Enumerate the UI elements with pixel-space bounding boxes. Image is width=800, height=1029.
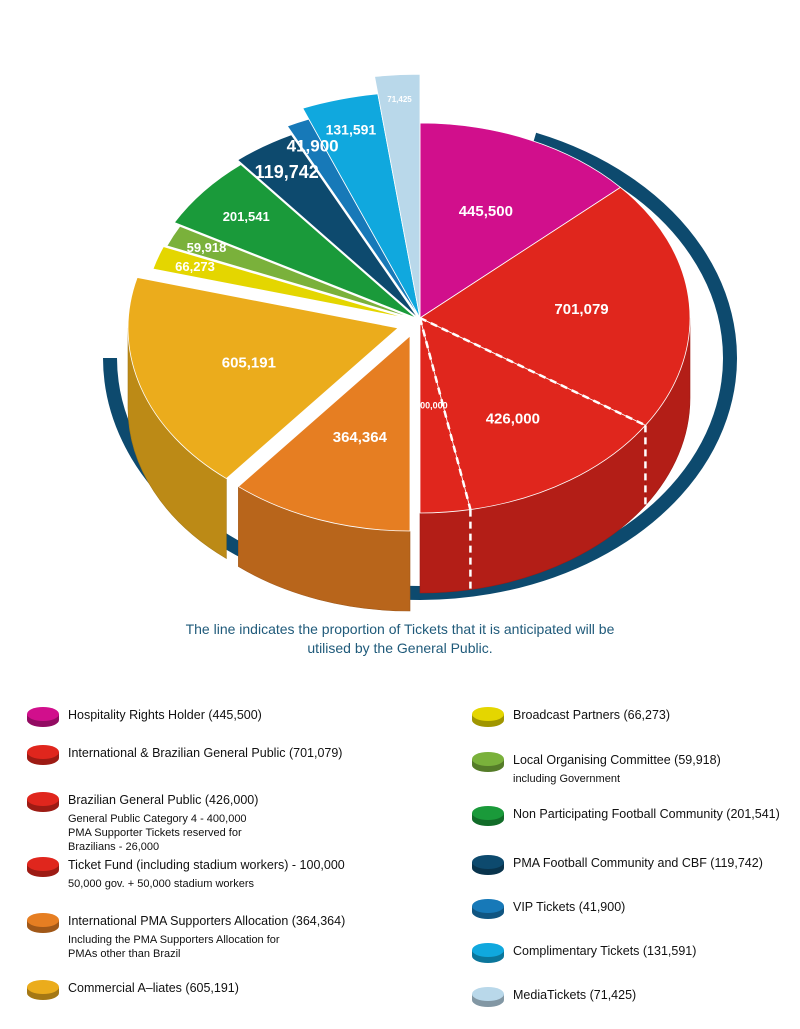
legend-swatch xyxy=(470,750,506,774)
pie-value-label-8: 201,541 xyxy=(223,209,270,224)
pie-slice-international-pma-supporters-allocation xyxy=(237,335,411,532)
legend-swatch xyxy=(25,743,61,767)
pie-value-label-1: 701,079 xyxy=(554,301,608,318)
pie-value-label-10: 41,900 xyxy=(287,137,339,156)
legend-label: Hospitality Rights Holder (445,500) xyxy=(68,708,262,722)
red-dividers xyxy=(418,316,647,590)
legend-label: International & Brazilian General Public… xyxy=(68,746,343,760)
legend-swatch xyxy=(470,705,506,729)
legend-swatch xyxy=(470,853,506,877)
legend-label: Brazilian General Public (426,000) xyxy=(68,793,259,807)
pie-slice-broadcast-partners xyxy=(152,246,407,319)
legend-label: PMA Football Community and CBF (119,742) xyxy=(513,856,763,870)
pie-value-label-4: 364,364 xyxy=(333,429,388,446)
pie-tops xyxy=(127,73,691,532)
divider-line-1 xyxy=(418,317,472,510)
legend-swatch xyxy=(470,985,506,1009)
pie-value-label-2: 426,000 xyxy=(486,411,540,428)
pie-sides xyxy=(127,317,691,612)
pie-slice-local-organising-committee xyxy=(166,225,413,319)
legend-sublabel: Including the PMA Supporters Allocation … xyxy=(68,934,280,960)
legend-label: Ticket Fund (including stadium workers) … xyxy=(68,858,345,872)
legend-label: Local Organising Committee (59,918) xyxy=(513,753,721,767)
legend-swatch xyxy=(25,705,61,729)
legend-swatch xyxy=(25,855,61,879)
legend-swatch xyxy=(25,978,61,1002)
legend-sublabel: including Government xyxy=(513,773,621,785)
pie-side-3 xyxy=(419,509,471,594)
pie-value-label-0: 445,500 xyxy=(459,203,513,220)
pie-slice-brazilian-general-public xyxy=(419,317,647,511)
legend-swatch xyxy=(470,804,506,828)
legend-label: International PMA Supporters Allocation … xyxy=(68,914,346,928)
pie-value-label-6: 66,273 xyxy=(175,259,215,274)
legend-sublabel: General Public Category 4 - 400,000 PMA … xyxy=(68,813,247,853)
legend-label: VIP Tickets (41,900) xyxy=(513,900,626,914)
pie-value-label-12: 71,425 xyxy=(387,95,412,104)
legend-label: Non Participating Football Community (20… xyxy=(513,807,780,821)
pie-value-label-3: 100,000 xyxy=(415,400,448,410)
divider-line-0 xyxy=(419,316,646,427)
legend-label: MediaTickets (71,425) xyxy=(513,988,637,1002)
pie-value-label-11: 131,591 xyxy=(326,122,377,138)
pie-value-label-5: 605,191 xyxy=(222,355,276,372)
pie-value-label-7: 59,918 xyxy=(187,240,227,255)
pie-slice-commercial-a-liates xyxy=(127,277,399,480)
pie-slice-hospitality-rights-holder xyxy=(419,122,622,319)
legend-swatch xyxy=(25,911,61,935)
pie-slice-non-participating-football-community xyxy=(173,164,417,319)
pie-labels: 445,500 701,079 426,000 100,000 364,364 605,1… xyxy=(175,95,609,446)
legend-label: Commercial A–liates (605,191) xyxy=(68,981,239,995)
pie-slice-international-brazilian-general-public xyxy=(419,186,691,426)
legend-swatch xyxy=(25,790,61,814)
pie-chart: 445,500 701,079 426,000 100,000 364,364 605,1… xyxy=(103,73,737,612)
pie-slice-pma-football-community-and-cbf xyxy=(237,134,419,319)
legend-swatch xyxy=(470,897,506,921)
legend-sublabel: 50,000 gov. + 50,000 stadium workers xyxy=(68,878,254,890)
pie-value-label-9: 119,742 xyxy=(255,162,319,182)
chart-caption: The line indicates the proportion of Tic… xyxy=(185,621,615,656)
pie-slice-mediatickets xyxy=(374,73,421,319)
legend-label: Broadcast Partners (66,273) xyxy=(513,708,671,722)
legend-label: Complimentary Tickets (131,591) xyxy=(513,944,697,958)
legend-swatch xyxy=(470,941,506,965)
